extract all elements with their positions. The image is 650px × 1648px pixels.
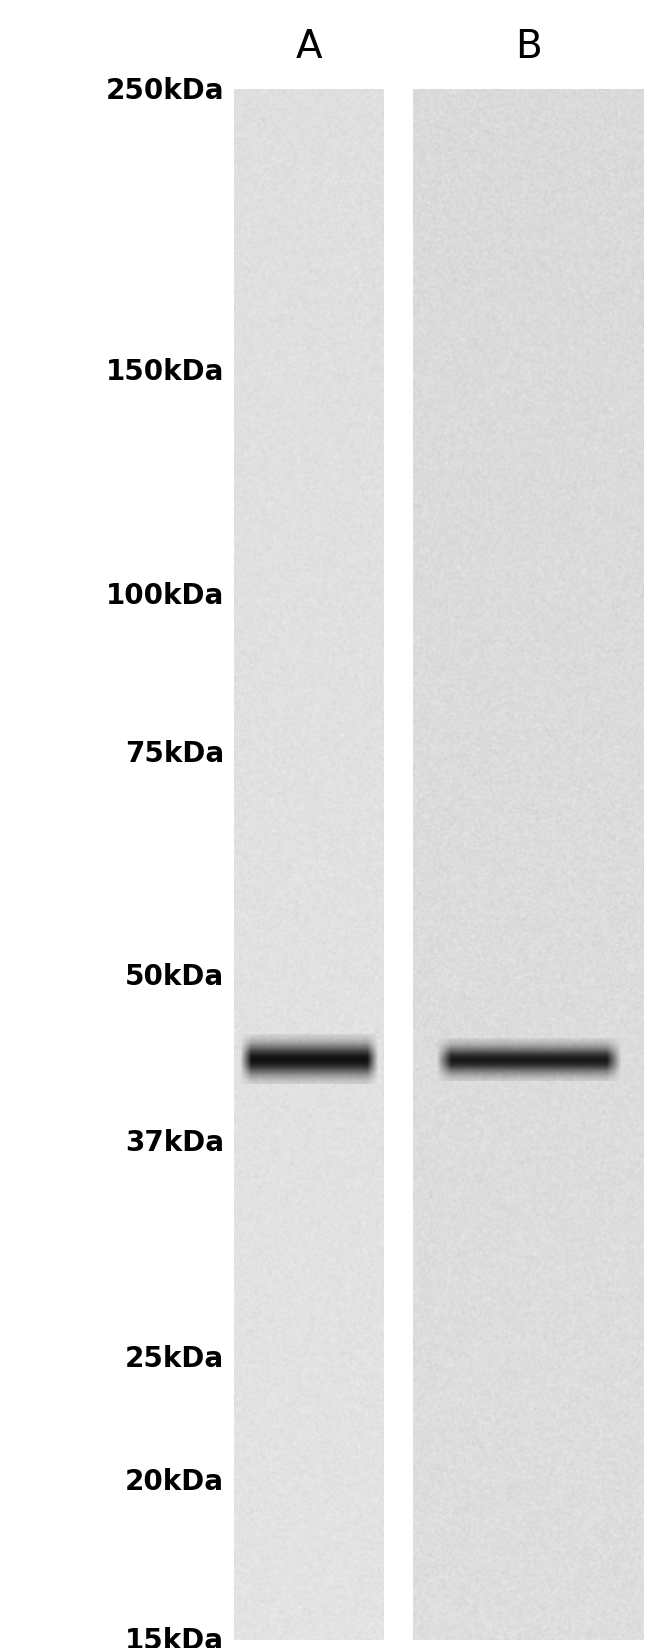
Text: 100kDa: 100kDa	[106, 582, 224, 610]
Text: 250kDa: 250kDa	[106, 77, 224, 104]
Text: B: B	[515, 28, 541, 66]
Text: A: A	[296, 28, 322, 66]
Text: 75kDa: 75kDa	[125, 740, 224, 768]
Text: 25kDa: 25kDa	[125, 1345, 224, 1373]
Text: 15kDa: 15kDa	[125, 1627, 224, 1648]
Text: 37kDa: 37kDa	[125, 1129, 224, 1157]
Text: 20kDa: 20kDa	[125, 1467, 224, 1495]
Text: 50kDa: 50kDa	[125, 962, 224, 990]
Text: 150kDa: 150kDa	[106, 358, 224, 386]
